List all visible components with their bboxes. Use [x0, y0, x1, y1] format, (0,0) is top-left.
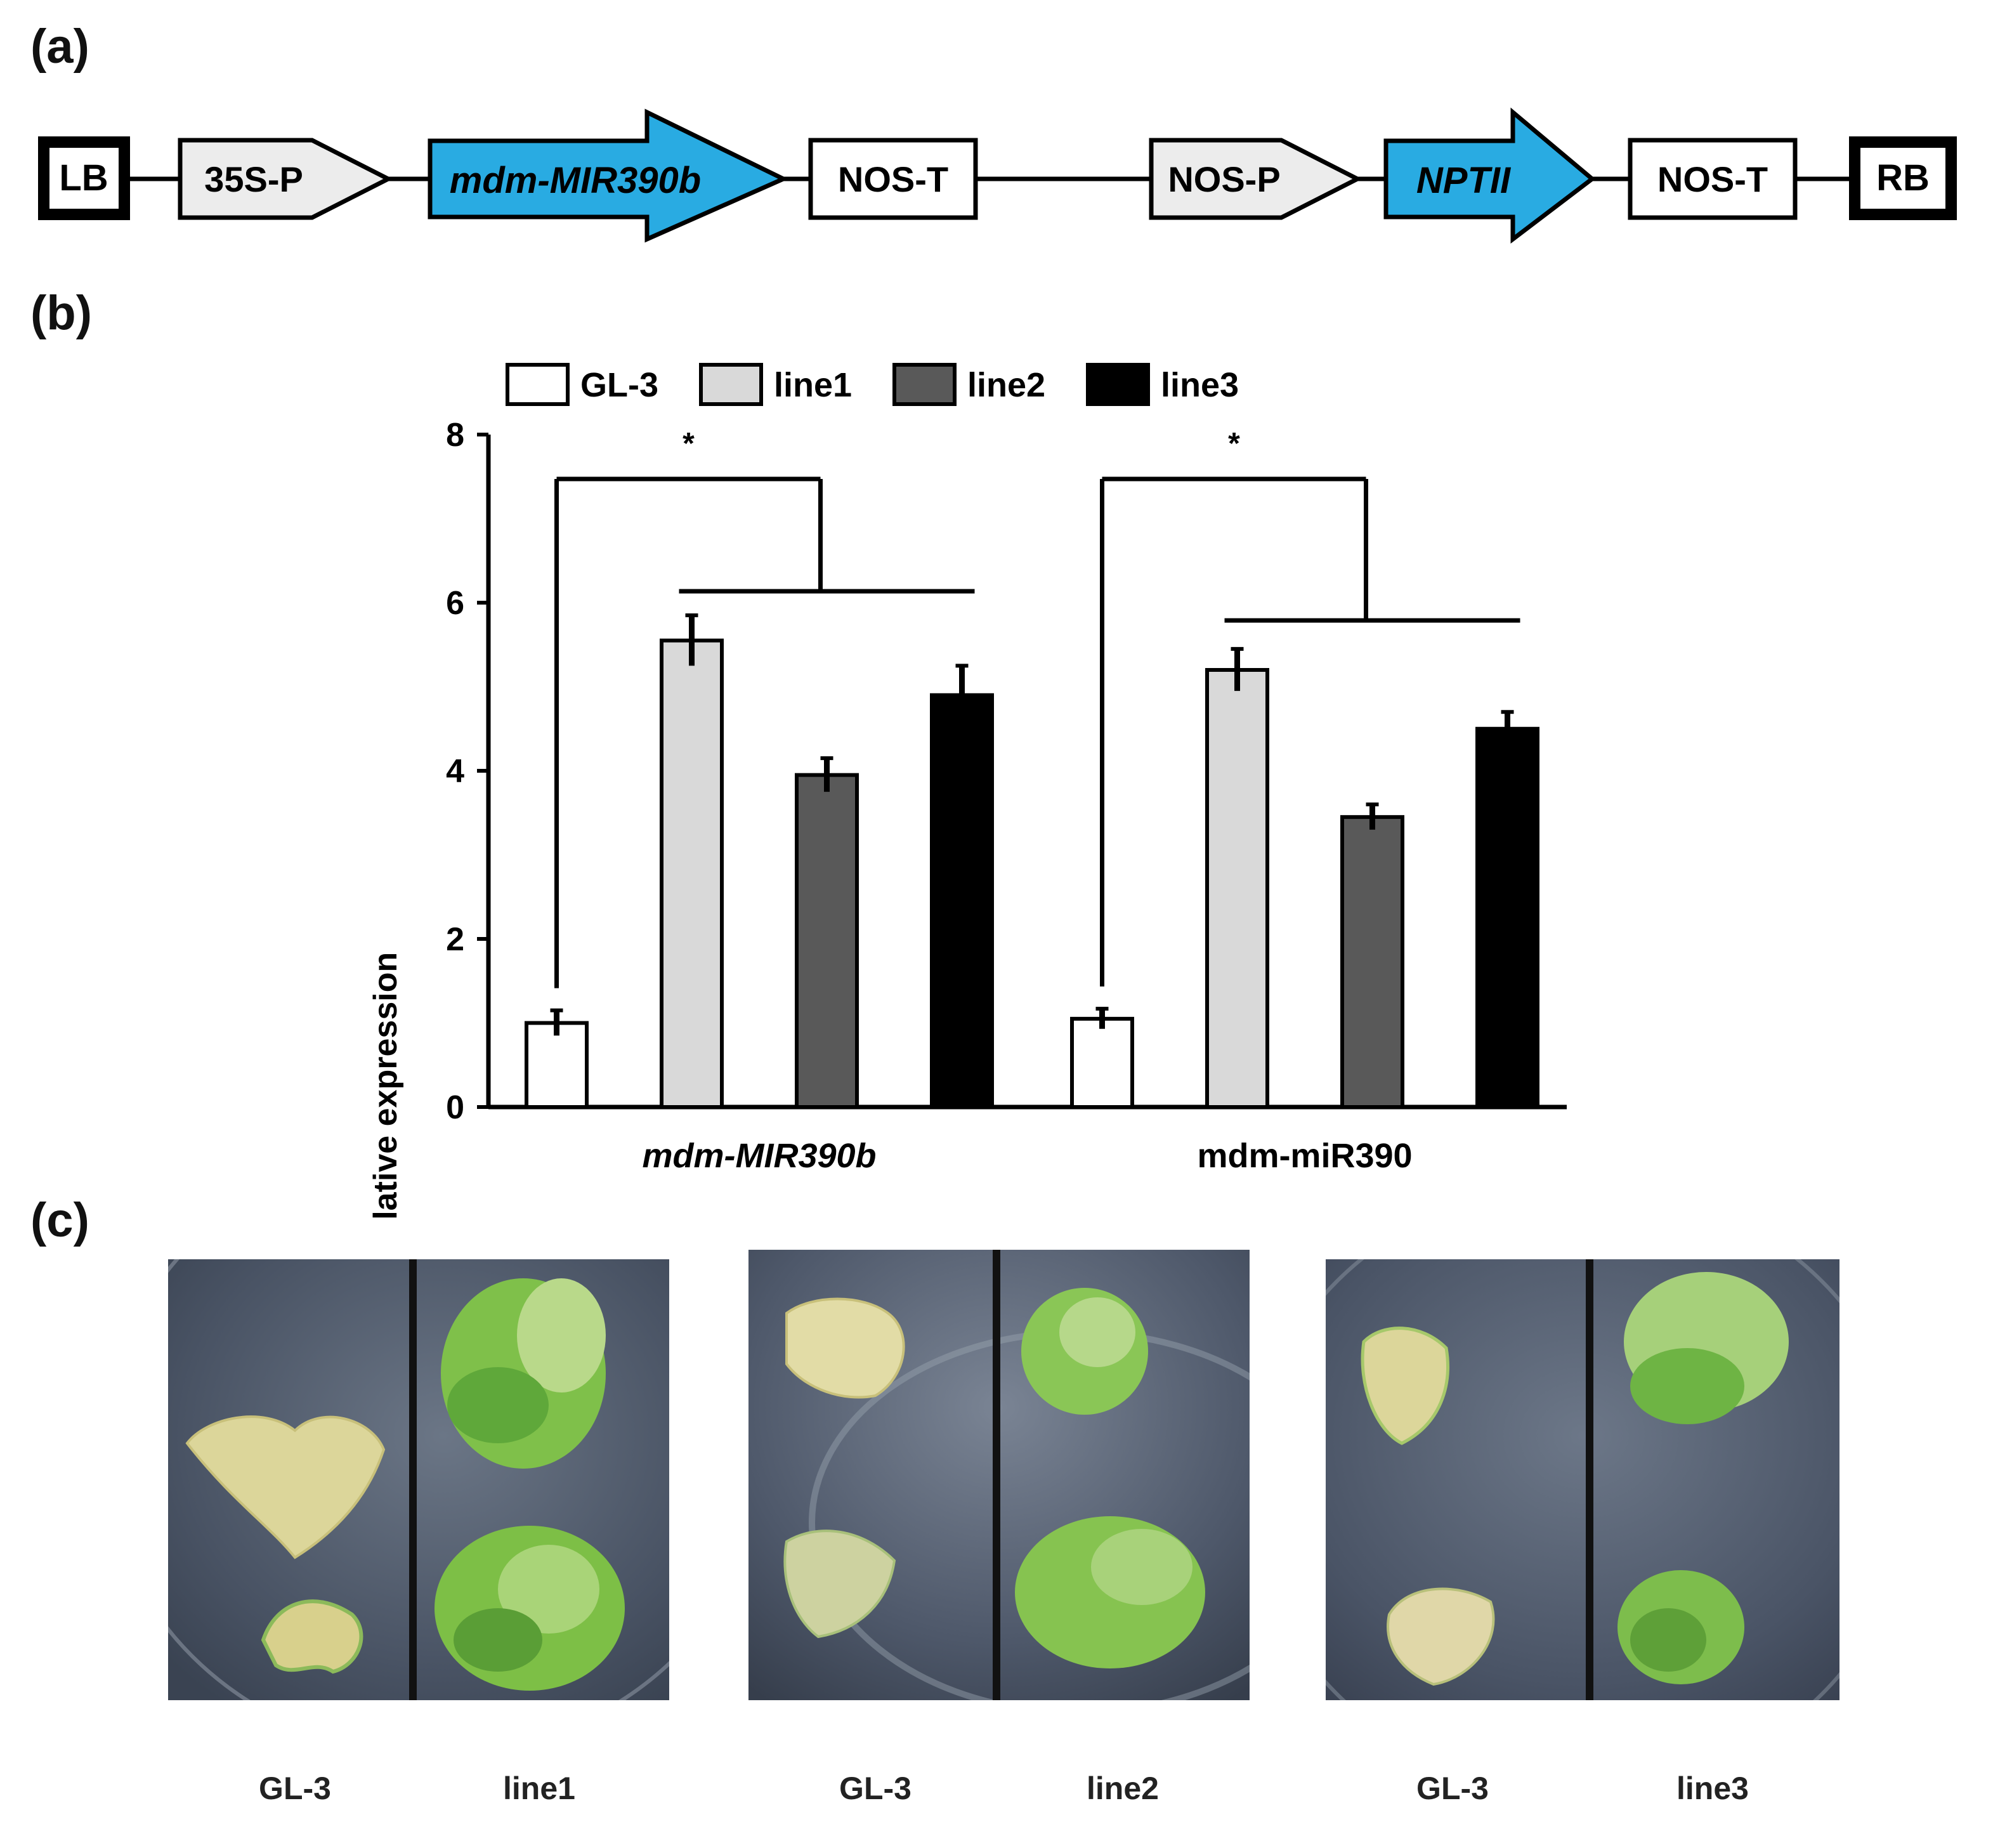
x-axis-labels: mdm-MIR390b mdm-miR390 — [642, 1137, 1412, 1175]
gl3-explant-bottom — [1387, 1587, 1495, 1686]
photo2-left-label: GL-3 — [839, 1771, 912, 1806]
gl3-explant-top — [785, 1297, 905, 1399]
legend-label-GL-3: GL-3 — [580, 366, 658, 404]
bar-line3-mdm-MIR390b — [930, 693, 994, 1109]
bar-line2-mdm-MIR390b — [795, 773, 859, 1109]
significance-star: * — [1228, 427, 1240, 461]
y-tick-label: 4 — [446, 753, 464, 790]
panel-b-label: (b) — [30, 286, 93, 340]
bar-GL-3-mdm-MIR390b — [525, 1021, 589, 1109]
legend-swatch-line3 — [1086, 363, 1150, 406]
nptii-gene: NPTII — [1383, 107, 1596, 244]
line1-shoots-bottom — [435, 1526, 625, 1691]
gl3-explant-bottom — [783, 1530, 896, 1639]
nos-promoter-shape — [1149, 138, 1362, 220]
35s-promoter: 35S-P — [178, 138, 393, 220]
nos-terminator-1-label: NOS-T — [838, 159, 948, 199]
photo-pair-3 — [1326, 1259, 1839, 1700]
line2-shoots-top — [1021, 1288, 1148, 1415]
nos-promoter: NOS-P — [1149, 138, 1362, 220]
bars — [525, 613, 1539, 1109]
photo1-left-label: GL-3 — [259, 1771, 331, 1806]
bar-line1-mdm-MIR390b — [660, 638, 724, 1109]
mir390b-gene-label: mdm-MIR390b — [450, 160, 701, 201]
lb-label: LB — [59, 157, 108, 199]
legend-label-line1: line1 — [774, 366, 852, 404]
rb-label: RB — [1876, 157, 1930, 199]
photo3-left-label: GL-3 — [1416, 1771, 1489, 1806]
y-tick-label: 8 — [446, 417, 464, 454]
significance-star: * — [683, 427, 695, 461]
35s-promoter-label: 35S-P — [204, 159, 303, 199]
lb-border: LB — [38, 136, 130, 220]
bar-line3-mdm-miR390 — [1475, 726, 1539, 1109]
nptii-gene-shape — [1383, 107, 1596, 244]
y-tick-label: 2 — [446, 921, 464, 958]
line2-shoots-bottom — [1015, 1516, 1205, 1668]
rb-border: RB — [1849, 136, 1957, 220]
photo2-right-label: line2 — [1087, 1771, 1159, 1806]
photo-pair-1 — [168, 1259, 669, 1700]
y-tick-label: 6 — [446, 585, 464, 622]
chart-legend: GL-3 line1 line2 line3 — [506, 363, 1239, 406]
mir390b-gene: mdm-MIR390b — [428, 108, 789, 243]
x-category-label: mdm-miR390 — [1197, 1137, 1412, 1175]
nos-promoter-label: NOS-P — [1168, 159, 1280, 199]
line3-shoots-top — [1624, 1272, 1789, 1424]
significance-brackets: * * — [554, 427, 1520, 988]
legend-label-line2: line2 — [967, 366, 1045, 404]
gl3-explant-large — [185, 1415, 386, 1559]
35s-promoter-shape — [178, 138, 393, 220]
bar-line2-mdm-miR390 — [1340, 815, 1404, 1109]
line3-shoots-bottom — [1617, 1570, 1744, 1684]
line1-shoots-top — [441, 1278, 606, 1469]
photo-pair-2 — [748, 1250, 1250, 1700]
photo1-right-label: line1 — [503, 1771, 575, 1806]
panel-a-label: (a) — [30, 20, 89, 74]
y-tick-label: 0 — [446, 1089, 464, 1126]
nptii-gene-label: NPTII — [1416, 160, 1512, 201]
bar-GL-3-mdm-miR390 — [1070, 1016, 1134, 1109]
photo3-right-label: line3 — [1676, 1771, 1749, 1806]
nos-terminator-2: NOS-T — [1628, 138, 1798, 220]
x-category-label: mdm-MIR390b — [642, 1137, 876, 1175]
panel-c-label: (c) — [30, 1193, 89, 1247]
legend-swatch-GL-3 — [506, 363, 570, 406]
legend-label-line3: line3 — [1161, 366, 1239, 404]
legend-swatch-line2 — [892, 363, 957, 406]
gl3-explant-small — [261, 1599, 363, 1674]
mir390b-gene-shape — [428, 108, 789, 243]
bar-line1-mdm-miR390 — [1205, 668, 1269, 1109]
y-axis-title: Relative expression — [367, 952, 404, 1218]
legend-swatch-line1 — [699, 363, 763, 406]
construct-diagram: LB 35S-P mdm-MIR390b NOS-T NOS-P NPTII N… — [38, 107, 1957, 244]
nos-terminator-2-label: NOS-T — [1657, 159, 1768, 199]
nos-terminator-1: NOS-T — [808, 138, 978, 220]
gl3-explant-top — [1361, 1327, 1449, 1445]
